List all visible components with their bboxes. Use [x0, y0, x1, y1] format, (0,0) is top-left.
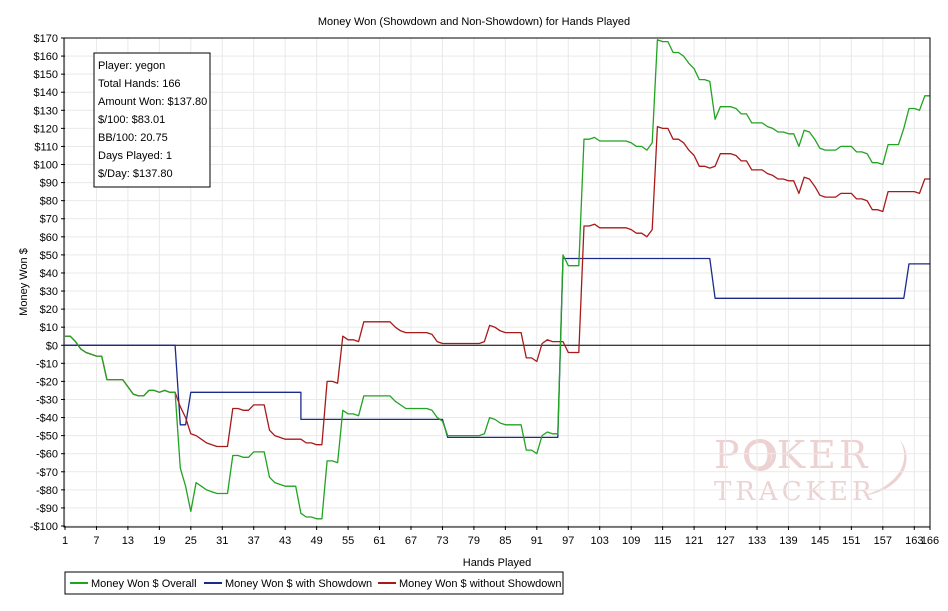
chart-title: Money Won (Showdown and Non-Showdown) fo… [318, 16, 630, 28]
y-tick-label: $110 [34, 141, 58, 153]
y-axis-ticks: -$100 -$90 -$80 -$70 -$60 -$50 -$40 -$30 -$20 -$1… [30, 33, 65, 533]
x-tick-label: 127 [716, 535, 734, 547]
legend-label-overall: Money Won $ Overall [91, 578, 197, 590]
x-tick-label: 1 [62, 535, 68, 547]
x-tick-label: 91 [531, 535, 543, 547]
stat-dollars-per-100: $/100: $83.01 [98, 114, 165, 126]
y-tick-label: -$20 [36, 376, 58, 388]
stats-box: Player: yegon Total Hands: 166 Amount Wo… [93, 52, 211, 188]
series-line-money-won-without-showdown [65, 125, 930, 448]
x-tick-label: 157 [874, 535, 892, 547]
y-tick-label: $160 [34, 51, 58, 63]
y-tick-label: $50 [40, 250, 58, 262]
x-tick-label: 55 [342, 535, 354, 547]
stat-bb-per-100: BB/100: 20.75 [98, 132, 168, 144]
plot-area [63, 37, 931, 528]
watermark-text-top: POKER [714, 433, 870, 477]
y-tick-label: $0 [46, 340, 58, 352]
x-tick-label: 25 [185, 535, 197, 547]
y-tick-label: $170 [34, 33, 58, 45]
legend-label-non-showdown: Money Won $ without Showdown [399, 578, 561, 590]
x-tick-label: 109 [622, 535, 640, 547]
x-axis-title: Hands Played [463, 557, 532, 569]
y-tick-label: -$10 [36, 358, 58, 370]
x-tick-label: 19 [153, 535, 165, 547]
x-tick-label: 79 [468, 535, 480, 547]
x-tick-label: 97 [562, 535, 574, 547]
x-tick-label: 31 [216, 535, 228, 547]
stat-days-played: Days Played: 1 [98, 150, 172, 162]
y-tick-label: -$50 [36, 431, 58, 443]
stat-total-hands: Total Hands: 166 [98, 78, 181, 90]
y-tick-label: $20 [40, 304, 58, 316]
x-tick-label: 163 [905, 535, 923, 547]
series-line-money-won-overall [65, 39, 930, 520]
x-tick-label: 61 [373, 535, 385, 547]
y-tick-label: $90 [40, 178, 58, 190]
y-axis-title: Money Won $ [18, 248, 30, 316]
x-tick-label: 49 [311, 535, 323, 547]
legend-label-showdown: Money Won $ with Showdown [225, 578, 372, 590]
x-tick-label: 115 [654, 535, 672, 547]
y-tick-label: $140 [34, 87, 58, 99]
x-tick-label: 121 [685, 535, 703, 547]
y-tick-label: -$70 [36, 467, 58, 479]
series-line-money-won-with-showdown [65, 257, 930, 439]
x-tick-label: 67 [405, 535, 417, 547]
x-axis-ticks: 1 7 13 19 25 31 37 43 49 55 61 67 73 79 85 91 97 103 109 11… [62, 526, 939, 547]
y-tick-label: $80 [40, 196, 58, 208]
y-tick-label: $120 [34, 123, 58, 135]
x-tick-label: 37 [248, 535, 260, 547]
x-tick-label: 85 [499, 535, 511, 547]
series-lines [65, 39, 930, 520]
y-tick-label: $100 [34, 160, 58, 172]
stats-box-frame [93, 52, 211, 188]
x-tick-label: 145 [811, 535, 829, 547]
y-tick-label: $40 [40, 268, 58, 280]
y-tick-label: $70 [40, 214, 58, 226]
pokertracker-watermark: POKER TRACKER [714, 433, 907, 507]
y-tick-label: -$90 [36, 503, 58, 515]
x-tick-label: 13 [122, 535, 134, 547]
stat-dollars-per-day: $/Day: $137.80 [98, 168, 173, 180]
y-tick-label: -$100 [30, 521, 58, 533]
watermark-chip-icon [744, 439, 776, 471]
x-tick-label: 43 [279, 535, 291, 547]
x-tick-label: 7 [93, 535, 99, 547]
y-tick-label: $60 [40, 232, 58, 244]
x-tick-label: 73 [436, 535, 448, 547]
y-tick-label: $130 [34, 105, 58, 117]
x-tick-label: 139 [779, 535, 797, 547]
x-tick-label: 166 [921, 535, 939, 547]
y-tick-label: -$30 [36, 394, 58, 406]
y-tick-label: -$80 [36, 485, 58, 497]
legend: Money Won $ Overall Money Won $ with Sho… [64, 571, 564, 595]
y-tick-label: -$40 [36, 413, 58, 425]
stat-player: Player: yegon [98, 60, 165, 72]
stat-amount-won: Amount Won: $137.80 [98, 96, 207, 108]
x-tick-label: 151 [842, 535, 860, 547]
legend-frame [64, 571, 564, 595]
x-tick-label: 133 [748, 535, 766, 547]
y-tick-label: -$60 [36, 449, 58, 461]
y-tick-label: $10 [40, 322, 58, 334]
y-tick-label: $30 [40, 286, 58, 298]
x-tick-label: 103 [591, 535, 609, 547]
watermark-text-bottom: TRACKER [714, 477, 876, 507]
y-tick-label: $150 [34, 69, 58, 81]
